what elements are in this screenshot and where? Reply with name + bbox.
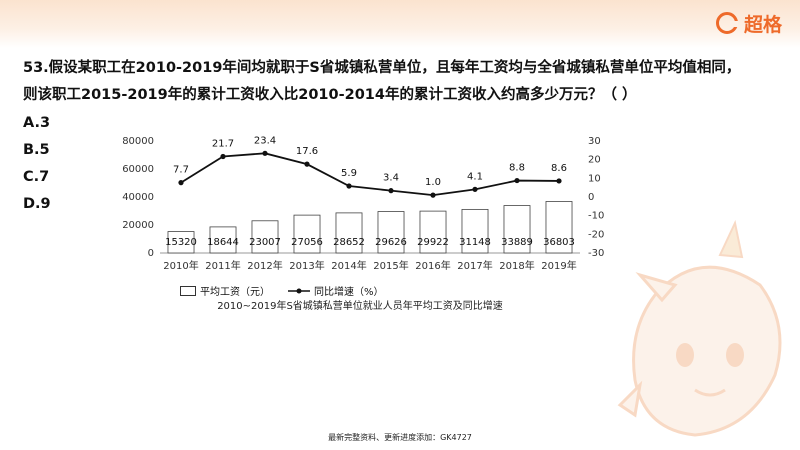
bar-value-label: 27056 — [291, 237, 323, 248]
chart-svg: 0 20000 40000 60000 80000 30 20 10 0 -10 -20 -30 153… — [122, 135, 604, 272]
bar-value-label: 36803 — [543, 237, 575, 248]
growth-value-label: 23.4 — [254, 135, 276, 146]
chart-title: 2010~2019年S省城镇私营单位就业人员年平均工资及同比增速 — [217, 301, 503, 312]
growth-point — [514, 177, 520, 184]
growth-point — [262, 150, 268, 156]
bar — [545, 201, 573, 254]
growth-value-label: 21.7 — [212, 138, 234, 149]
bar — [503, 205, 531, 254]
legend-bar: 平均工资（元） — [180, 283, 270, 298]
growth-value-label: 8.6 — [551, 163, 567, 174]
brand-name: 超格 — [743, 13, 782, 36]
option-c[interactable]: C.7 — [23, 169, 50, 185]
bar-value-label: 29626 — [375, 237, 407, 248]
growth-value-label: 1.0 — [425, 177, 441, 188]
bar — [293, 214, 321, 254]
bar-value-label: 23007 — [249, 237, 281, 248]
category-label: 2014年 — [331, 259, 366, 272]
legend-line-swatch — [288, 288, 310, 293]
question-text: 53.假设某职工在2010-2019年间均就职于S省城镇私营单位，且每年工资均与… — [23, 55, 783, 109]
bar — [209, 226, 237, 254]
category-label: 2019年 — [541, 259, 576, 272]
bar — [167, 231, 195, 254]
legend-line: 同比增速（%） — [288, 283, 384, 298]
unicorn-mascot-icon — [617, 219, 782, 437]
right-tick-label: 10 — [588, 173, 601, 184]
growth-value-label: 7.7 — [173, 165, 189, 176]
right-tick-label: 30 — [588, 136, 601, 147]
bar-value-label: 31148 — [459, 237, 491, 248]
legend-bar-label: 平均工资（元） — [200, 287, 270, 298]
growth-value-label: 3.4 — [383, 173, 399, 184]
right-tick-label: 0 — [588, 192, 594, 203]
chart: 0 20000 40000 60000 80000 30 20 10 0 -10 -20 -30 153… — [110, 133, 610, 313]
left-tick-label: 80000 — [122, 136, 154, 147]
growth-point — [346, 183, 352, 189]
bar — [461, 208, 489, 254]
growth-value-label: 17.6 — [296, 146, 318, 157]
category-label: 2012年 — [247, 259, 282, 272]
bar-value-label: 29922 — [417, 237, 449, 248]
bar — [251, 220, 279, 254]
bar-value-label: 18644 — [207, 237, 239, 248]
category-label: 2010年 — [163, 259, 198, 272]
bar — [335, 212, 363, 254]
growth-value-label: 8.8 — [509, 163, 525, 174]
growth-point — [220, 153, 226, 160]
bar-value-label: 28652 — [333, 237, 365, 248]
category-label: 2018年 — [499, 259, 534, 272]
option-b[interactable]: B.5 — [23, 142, 50, 158]
right-tick-label: -20 — [588, 229, 604, 240]
growth-point — [556, 178, 562, 184]
question-line-1: 53.假设某职工在2010-2019年间均就职于S省城镇私营单位，且每年工资均与… — [23, 60, 741, 76]
right-tick-label: 20 — [588, 155, 601, 166]
header-band — [0, 0, 800, 48]
left-tick-label: 40000 — [122, 192, 154, 203]
category-label: 2015年 — [373, 259, 408, 272]
right-tick-label: -30 — [588, 248, 604, 259]
bar — [377, 211, 405, 254]
footer-note: 最新完整资料、更新进度添加：GK4727 — [328, 433, 472, 442]
left-tick-label: 20000 — [122, 220, 154, 231]
bar-value-label: 33889 — [501, 237, 533, 248]
left-tick-label: 0 — [148, 248, 154, 259]
growth-point — [178, 180, 184, 186]
right-tick-label: -10 — [588, 211, 604, 222]
legend-bar-swatch — [180, 285, 196, 296]
options-list: A.3 B.5 C.7 D.9 — [23, 110, 51, 218]
growth-value-label: 5.9 — [341, 168, 357, 179]
bar-value-label: 15320 — [165, 237, 197, 248]
question-line-2: 则该职工2015-2019年的累计工资收入比2010-2014年的累计工资收入约… — [23, 87, 637, 103]
option-d[interactable]: D.9 — [23, 196, 51, 212]
g-logo-icon — [715, 12, 738, 34]
category-label: 2016年 — [415, 259, 450, 272]
category-label: 2011年 — [205, 259, 240, 272]
bar — [419, 210, 447, 254]
growth-point — [430, 192, 436, 198]
growth-point — [304, 161, 310, 167]
category-label: 2013年 — [289, 259, 324, 272]
category-label: 2017年 — [457, 259, 492, 272]
legend-line-label: 同比增速（%） — [314, 287, 384, 298]
growth-line — [180, 152, 560, 197]
growth-point — [388, 188, 394, 194]
left-tick-label: 60000 — [122, 164, 154, 175]
option-a[interactable]: A.3 — [23, 115, 51, 131]
brand-logo: 超格 — [715, 8, 782, 38]
growth-point — [472, 186, 478, 192]
growth-value-label: 4.1 — [467, 171, 483, 182]
chart-legend: 平均工资（元） 同比增速（%） — [180, 283, 384, 298]
